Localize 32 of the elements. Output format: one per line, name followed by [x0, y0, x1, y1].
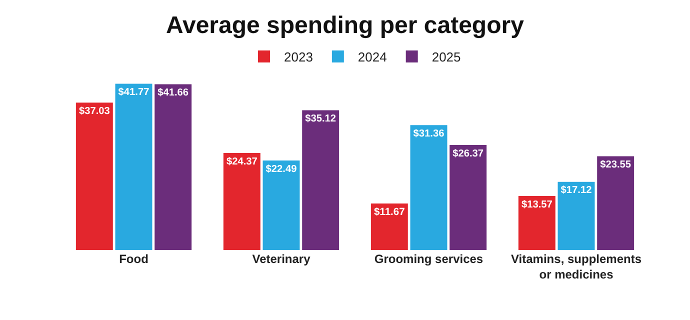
- data-label: $23.55: [600, 160, 632, 171]
- bar: [410, 125, 448, 250]
- bar: [262, 160, 300, 250]
- legend-label: 2025: [432, 50, 461, 65]
- bar: [518, 196, 556, 250]
- data-label: $22.49: [266, 164, 298, 175]
- data-label: $24.37: [226, 156, 258, 168]
- bar: [370, 204, 408, 250]
- x-tick-label: Food: [119, 252, 148, 266]
- data-label: $26.37: [452, 148, 484, 160]
- data-label: $31.36: [413, 128, 445, 140]
- bar: [302, 110, 340, 250]
- x-tick-label: Grooming services: [374, 252, 484, 266]
- legend-label: 2023: [284, 50, 313, 65]
- data-label: $37.03: [78, 106, 110, 117]
- data-label: $41.77: [118, 87, 150, 98]
- chart-title: Average spending per category: [166, 12, 525, 39]
- data-label: $13.57: [521, 199, 553, 210]
- legend-label: 2024: [358, 50, 387, 65]
- data-label: $17.12: [560, 185, 592, 196]
- data-label: $35.12: [305, 114, 336, 124]
- x-tick-label: Veterinary: [252, 252, 311, 266]
- bar: [115, 84, 152, 250]
- data-label: $11.67: [374, 206, 406, 218]
- bar: [223, 153, 260, 250]
- bar: [76, 102, 113, 250]
- bar: [597, 156, 634, 250]
- data-label: $41.66: [158, 87, 189, 98]
- bar: [154, 84, 192, 250]
- bar: [558, 182, 595, 250]
- x-tick-label: Vitamins, supplements or medicines: [511, 252, 642, 282]
- bar: [450, 145, 487, 250]
